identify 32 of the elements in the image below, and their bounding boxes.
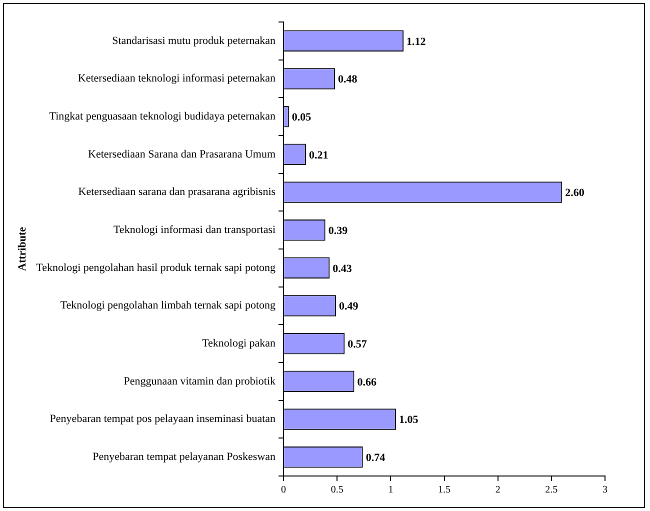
y-tick-label: Teknologi pakan — [202, 337, 276, 350]
x-tick-label: 2 — [495, 484, 500, 496]
x-tick-label: 0 — [281, 484, 286, 496]
y-tick-label: Teknologi informasi dan transportasi — [113, 224, 276, 236]
y-tick-label: Penggunaan vitamin dan probiotik — [124, 375, 276, 388]
data-label: 0.43 — [332, 262, 352, 275]
y-tick-label: Teknologi pengolahan hasil produk ternak sapi potong — [36, 262, 276, 274]
data-label: 2.60 — [565, 187, 585, 200]
data-label: 0.48 — [338, 74, 358, 86]
y-axis-title: Attribute — [16, 226, 28, 271]
data-label: 0.49 — [339, 300, 359, 313]
data-label: 0.39 — [328, 224, 348, 237]
data-label: 1.05 — [399, 414, 419, 426]
x-tick-label: 2.5 — [545, 484, 558, 496]
x-tick-label: 1.5 — [438, 484, 451, 496]
x-tick-label: 0.5 — [330, 484, 344, 496]
data-label: 0.05 — [292, 111, 312, 124]
x-tick-label: 1 — [388, 484, 394, 496]
y-tick-label: Penyebaran tempat pos pelayaan inseminasi buatan — [50, 413, 276, 426]
x-tick-label: 3 — [602, 484, 608, 496]
y-tick-label: Teknologi pengolahan limbah ternak sapi potong — [60, 300, 276, 312]
data-label: 0.57 — [348, 338, 368, 350]
y-tick-label: Tingkat penguasaan teknologi budidaya peternakan — [49, 110, 276, 122]
data-label: 0.21 — [309, 149, 328, 162]
y-tick-label: Penyebaran tempat pelayanan Poskeswan — [92, 450, 276, 463]
y-tick-label: Ketersediaan Sarana dan Prasarana Umum — [88, 148, 276, 160]
y-tick-label: Ketersediaan sarana dan prasarana agribisnis — [78, 186, 276, 198]
data-label: 0.74 — [366, 452, 386, 464]
data-label: 0.66 — [357, 376, 378, 388]
data-label: 1.12 — [406, 36, 426, 48]
y-tick-label: Ketersediaan teknologi informasi peternakan — [78, 72, 276, 85]
y-tick-label: Standarisasi mutu produk peternakan — [112, 34, 276, 47]
